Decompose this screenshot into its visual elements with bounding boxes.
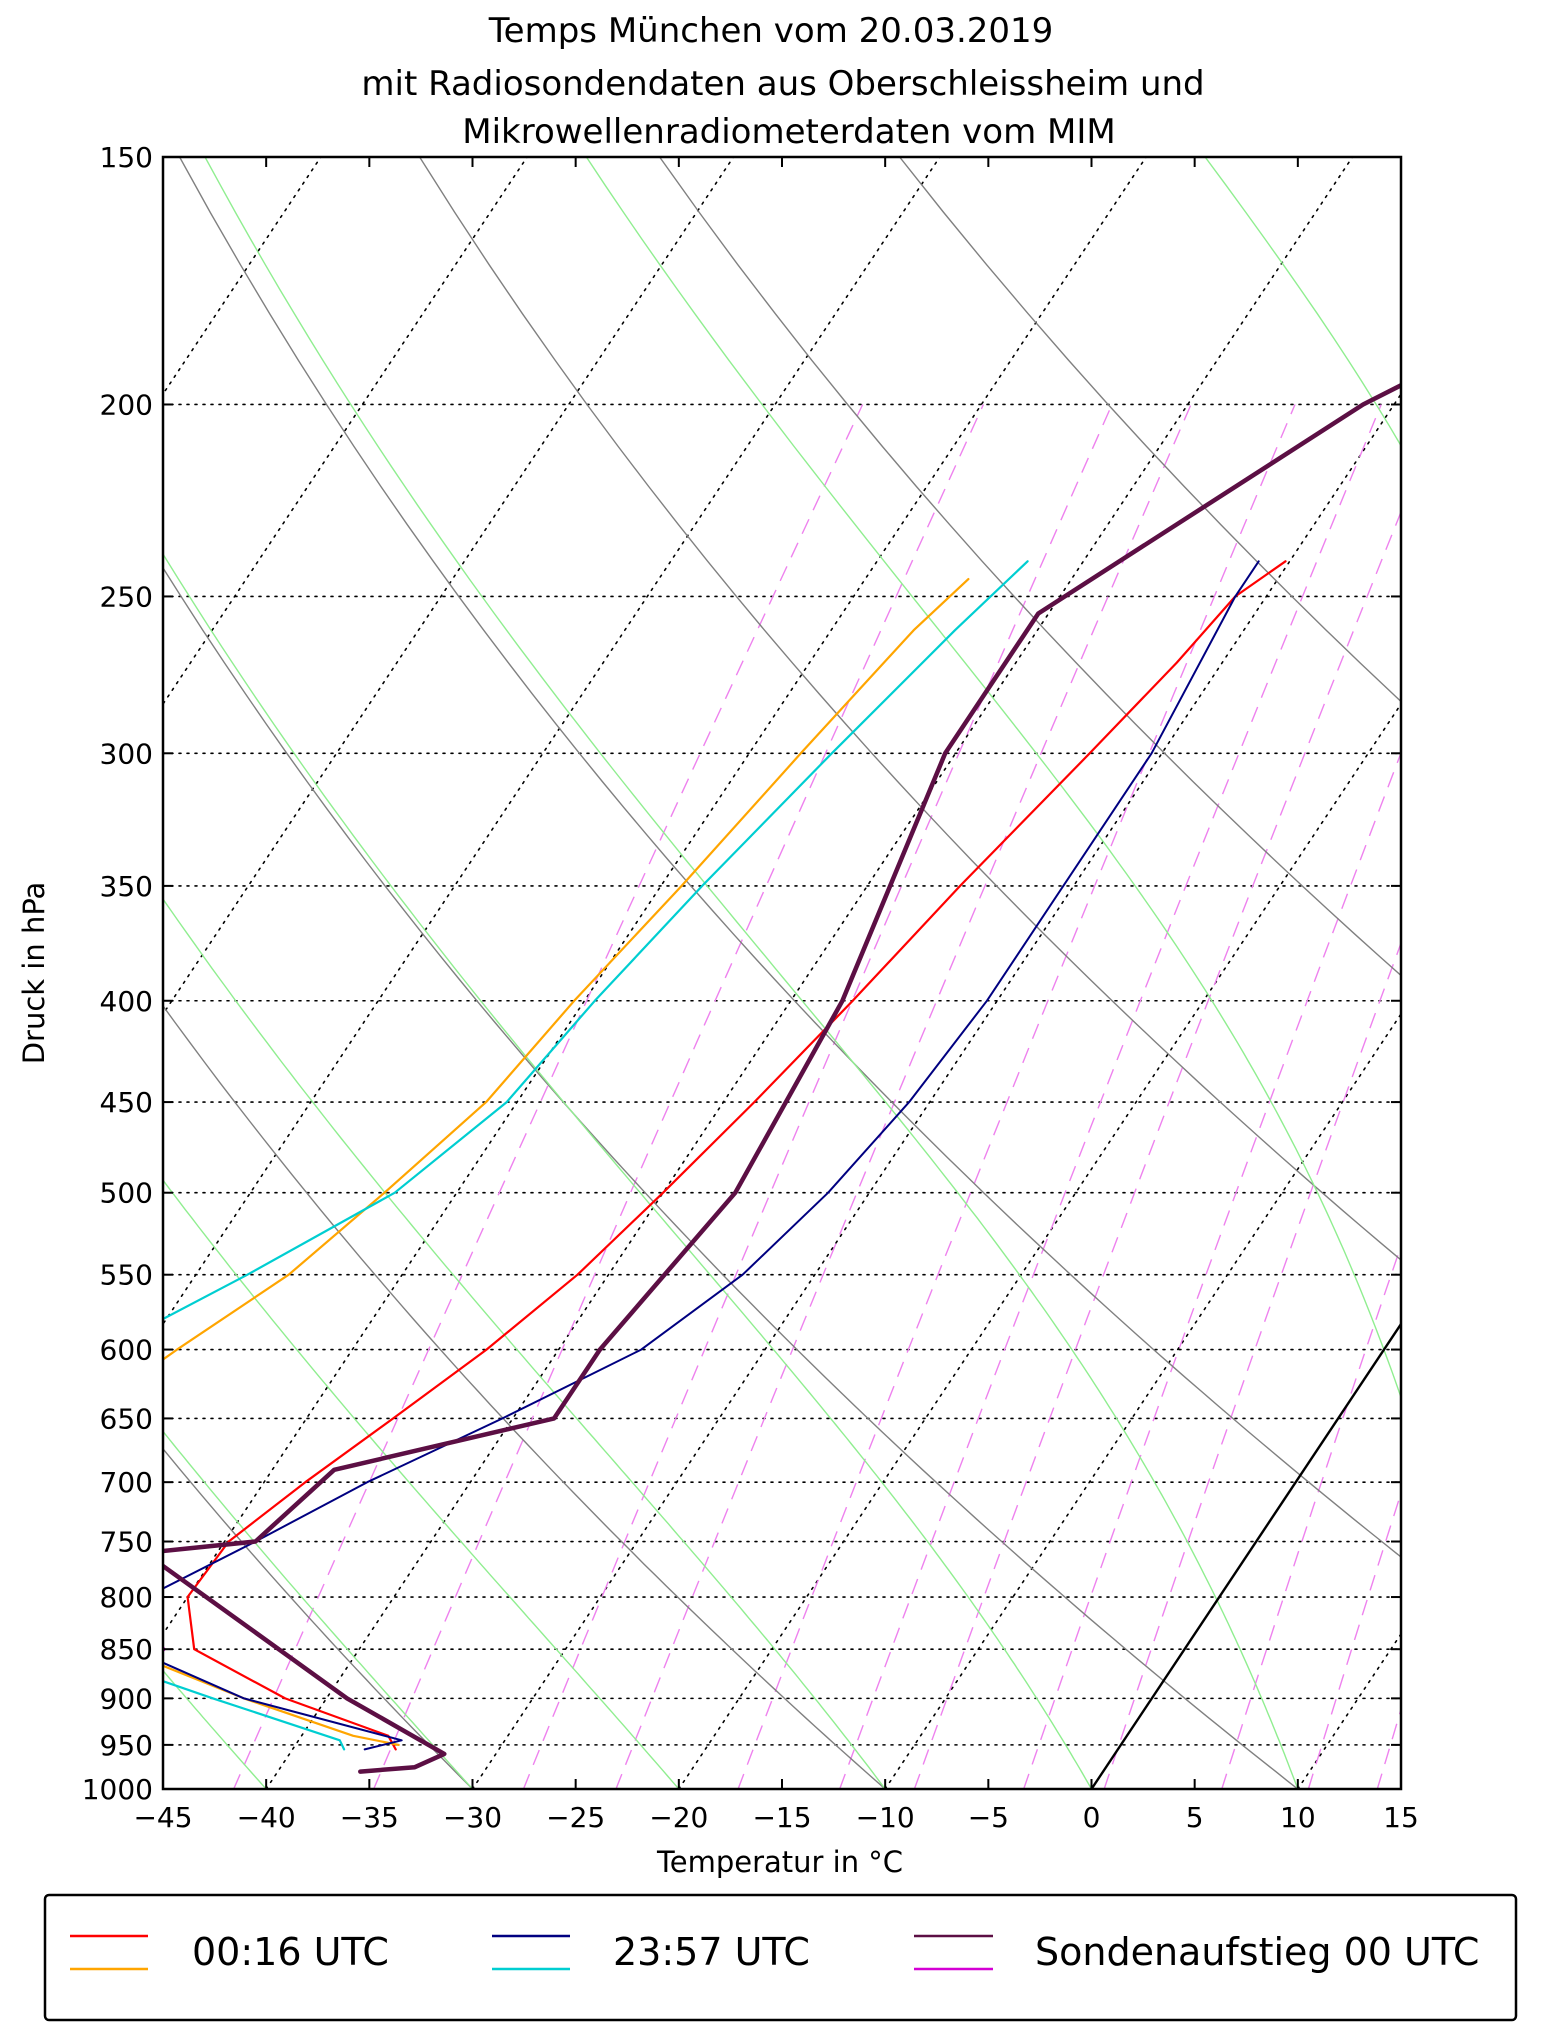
x-tick-label--15: −15 (752, 1801, 811, 1834)
isotherm-10 (1297, 1632, 1401, 1789)
y-tick-label-250: 250 (100, 580, 153, 613)
moist-adiabat--20 (163, 1179, 680, 1789)
series-line-3 (163, 560, 1029, 1751)
isotherm--30 (471, 392, 1401, 1789)
mixing-ratio-line-2 (913, 510, 1401, 1789)
data-series (163, 382, 1401, 1774)
y-tick-label-1000: 1000 (82, 1773, 153, 1806)
mixing-ratio-line-12 (1435, 405, 1542, 1790)
x-tick-label--40: −40 (237, 1801, 296, 1834)
legend-entry-2357: 23:57 UTC (492, 1930, 810, 1974)
isotherm--40 (265, 157, 1354, 1789)
y-tick-label-300: 300 (100, 737, 153, 770)
moist-adiabat--30 (163, 1430, 474, 1789)
y-tick-label-500: 500 (100, 1177, 153, 1210)
chart-title: Temps München vom 20.03.2019 mit Radioso… (361, 11, 1204, 152)
x-tick-label--25: −25 (546, 1801, 605, 1834)
isotherm-0 (1090, 1322, 1401, 1789)
series-line-4 (163, 382, 1401, 1774)
legend: 00:16 UTC 23:57 UTC Sondenaufstieg 00 UT… (43, 1893, 1518, 2022)
y-tick-label-350: 350 (100, 870, 153, 903)
series-line-1 (163, 577, 970, 1747)
series-line-2 (163, 560, 1260, 1751)
mixing-ratio-line-0.6 (615, 404, 1192, 1789)
isotherm--50 (163, 157, 1147, 1636)
mixing-ratio-line-0.4 (522, 404, 1113, 1789)
isotherm--20 (678, 702, 1401, 1789)
dry-adiabat--30 (163, 1447, 473, 1789)
series-line-0 (186, 560, 1287, 1751)
mixing-ratio-line-1 (737, 404, 1296, 1789)
mixing-ratio-line-16 (1528, 405, 1542, 1790)
dry-adiabat-90 (898, 157, 1401, 703)
x-tick-label-15: 15 (1383, 1801, 1419, 1834)
legend-frame (43, 1893, 1518, 2022)
mixing-ratio-line-4 (1103, 941, 1401, 1789)
x-axis: −45 −40 −35 −30 −25 −20 −15 −10 −5 0 5 10 15 (133, 157, 1419, 1834)
moist-adiabat-0 (163, 552, 1093, 1789)
legend-label-2357: 23:57 UTC (613, 1930, 810, 1974)
dry-adiabat-50 (418, 157, 1401, 1261)
zero-isotherm-line (1090, 1321, 1401, 1789)
legend-entry-0016: 00:16 UTC (70, 1930, 389, 1974)
mixing-ratio-line-8 (1307, 1490, 1401, 1789)
dry-adiabat--10 (163, 1004, 886, 1789)
x-tick-label--35: −35 (340, 1801, 399, 1834)
y-tick-label-900: 900 (100, 1682, 153, 1715)
dry-adiabat-70 (658, 157, 1401, 977)
chart-title-line-1: Temps München vom 20.03.2019 (488, 11, 1054, 51)
y-axis: 150 200 250 300 350 400 450 500 550 600 650 700 750 8… (82, 141, 1401, 1806)
dry-adiabat-10 (163, 566, 1299, 1789)
chart-title-line-2: mit Radiosondendaten aus Oberschleisshei… (361, 64, 1204, 104)
chart-title-line-3: Mikrowellenradiometerdaten vom MIM (462, 112, 1115, 152)
moist-adiabats (163, 157, 1401, 1789)
y-tick-label-700: 700 (100, 1466, 153, 1499)
isotherm--70 (163, 157, 735, 1016)
x-tick-label--20: −20 (649, 1801, 708, 1834)
y-tick-label-600: 600 (100, 1334, 153, 1367)
isotherm--60 (163, 157, 941, 1326)
moist-adiabat-10 (204, 157, 1299, 1789)
x-tick-label-5: 5 (1186, 1801, 1204, 1834)
x-tick-label--5: −5 (968, 1801, 1009, 1834)
moist-adiabat-30 (1204, 157, 1401, 448)
mixing-ratio-line-1.5 (839, 404, 1382, 1789)
isotherm--10 (884, 1012, 1401, 1789)
y-tick-label-550: 550 (100, 1259, 153, 1292)
mixing-ratio-line-6 (1221, 1243, 1401, 1789)
y-tick-label-200: 200 (100, 388, 153, 421)
x-axis-label: Temperatur in °C (656, 1845, 903, 1879)
legend-label-0016: 00:16 UTC (192, 1930, 389, 1974)
y-tick-label-400: 400 (100, 985, 153, 1018)
x-tick-label--45: −45 (133, 1801, 192, 1834)
x-tick-label-0: 0 (1083, 1801, 1101, 1834)
mixing-ratio-line-0.2 (373, 404, 985, 1789)
x-tick-label--10: −10 (856, 1801, 915, 1834)
y-tick-label-750: 750 (100, 1526, 153, 1559)
mixing-ratio-lines (233, 404, 1542, 1790)
y-tick-label-450: 450 (100, 1086, 153, 1119)
legend-entry-sonde: Sondenaufstieg 00 UTC (914, 1930, 1479, 1974)
y-axis-label: Druck in hPa (17, 882, 51, 1065)
moist-adiabat-20 (585, 157, 1401, 1400)
dry-adiabat-30 (178, 157, 1401, 1558)
dry-adiabats (163, 157, 1401, 1789)
y-tick-label-800: 800 (100, 1581, 153, 1614)
mixing-ratio-line-3 (1023, 751, 1401, 1789)
x-tick-label--30: −30 (443, 1801, 502, 1834)
mixing-ratio-line-0.1 (233, 404, 864, 1789)
y-tick-label-650: 650 (100, 1402, 153, 1435)
y-tick-label-150: 150 (100, 141, 153, 174)
legend-label-sonde: Sondenaufstieg 00 UTC (1035, 1930, 1479, 1974)
y-tick-label-950: 950 (100, 1729, 153, 1762)
x-tick-label-10: 10 (1280, 1801, 1316, 1834)
zero-degree-isotherm (1090, 1321, 1401, 1789)
y-tick-label-850: 850 (100, 1633, 153, 1666)
isotherm--80 (163, 157, 528, 706)
moist-adiabat--10 (163, 897, 886, 1789)
gridlines (163, 157, 1401, 1789)
